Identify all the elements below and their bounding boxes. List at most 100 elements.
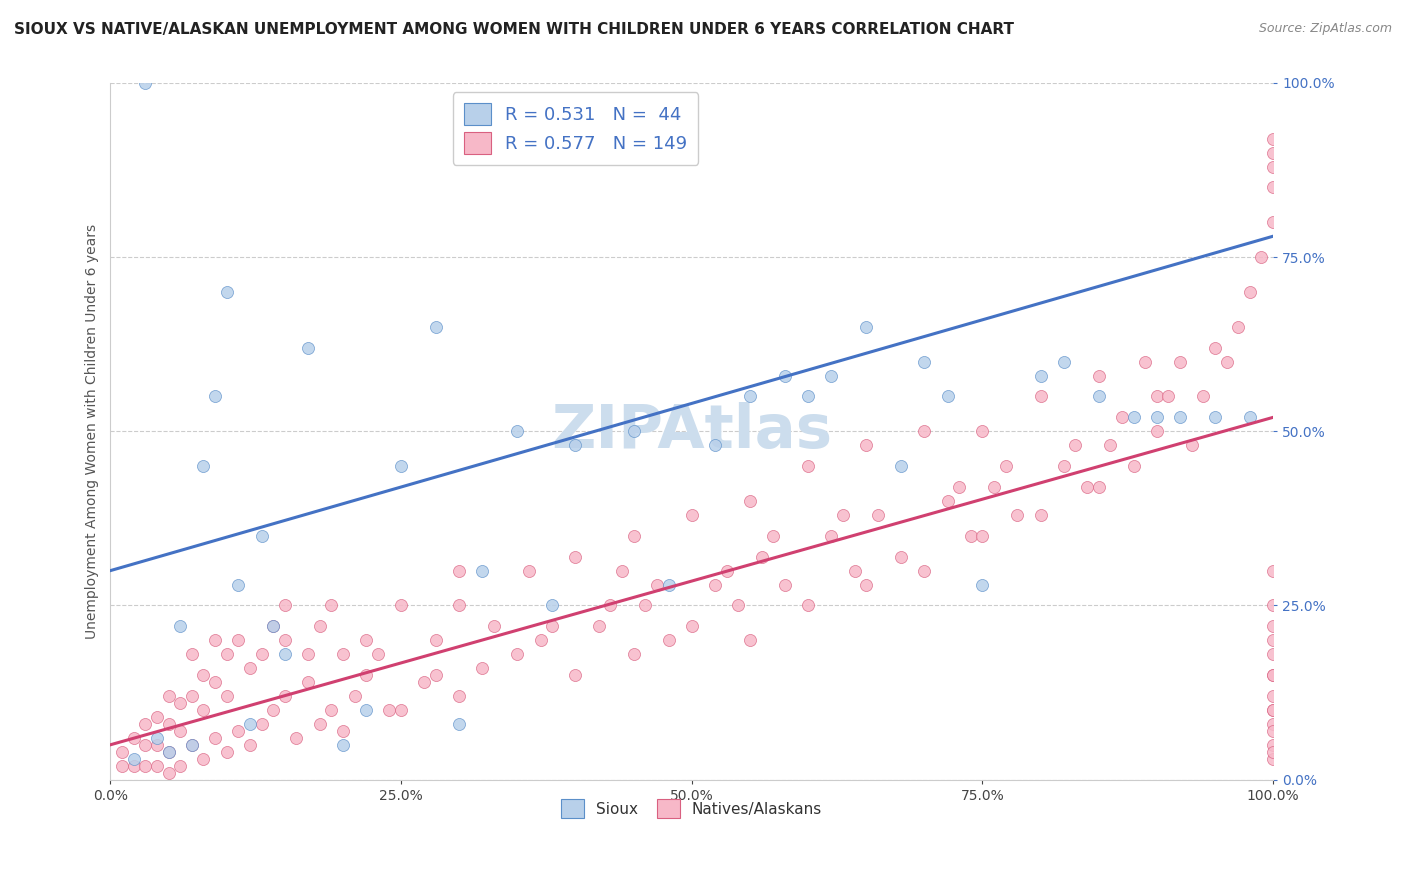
Point — [134, 738, 156, 752]
Point — [308, 619, 330, 633]
Point — [354, 703, 377, 717]
Point — [226, 723, 249, 738]
Point — [645, 577, 668, 591]
Point — [890, 549, 912, 564]
Point — [413, 675, 436, 690]
Point — [1261, 180, 1284, 194]
Point — [890, 459, 912, 474]
Point — [1157, 389, 1180, 403]
Point — [564, 668, 586, 682]
Point — [274, 633, 297, 648]
Point — [912, 354, 935, 368]
Point — [738, 389, 761, 403]
Text: SIOUX VS NATIVE/ALASKAN UNEMPLOYMENT AMONG WOMEN WITH CHILDREN UNDER 6 YEARS COR: SIOUX VS NATIVE/ALASKAN UNEMPLOYMENT AMO… — [14, 22, 1014, 37]
Point — [657, 633, 679, 648]
Point — [1192, 389, 1215, 403]
Point — [530, 633, 553, 648]
Point — [959, 529, 981, 543]
Point — [610, 564, 633, 578]
Point — [389, 703, 412, 717]
Point — [738, 494, 761, 508]
Point — [449, 717, 471, 731]
Point — [1261, 145, 1284, 160]
Point — [297, 647, 319, 661]
Point — [936, 494, 959, 508]
Point — [134, 76, 156, 90]
Point — [332, 647, 354, 661]
Point — [1087, 368, 1109, 383]
Point — [681, 619, 703, 633]
Point — [1111, 410, 1133, 425]
Point — [797, 389, 820, 403]
Point — [1029, 368, 1052, 383]
Point — [111, 745, 134, 759]
Point — [541, 599, 564, 613]
Point — [204, 731, 226, 745]
Point — [367, 647, 389, 661]
Point — [1076, 480, 1098, 494]
Point — [855, 577, 877, 591]
Point — [1146, 389, 1168, 403]
Point — [1053, 459, 1076, 474]
Point — [1007, 508, 1029, 522]
Point — [122, 752, 145, 766]
Point — [1204, 341, 1226, 355]
Point — [332, 723, 354, 738]
Point — [797, 459, 820, 474]
Point — [169, 696, 191, 710]
Point — [820, 529, 842, 543]
Point — [1215, 354, 1237, 368]
Point — [262, 619, 284, 633]
Point — [517, 564, 540, 578]
Point — [972, 529, 994, 543]
Point — [1064, 438, 1087, 452]
Point — [1261, 689, 1284, 703]
Point — [354, 633, 377, 648]
Point — [832, 508, 855, 522]
Point — [239, 717, 262, 731]
Point — [262, 619, 284, 633]
Point — [134, 758, 156, 772]
Point — [425, 319, 447, 334]
Point — [634, 599, 657, 613]
Point — [541, 619, 564, 633]
Point — [321, 599, 343, 613]
Point — [797, 599, 820, 613]
Point — [855, 319, 877, 334]
Point — [1261, 723, 1284, 738]
Point — [1261, 668, 1284, 682]
Point — [588, 619, 610, 633]
Point — [297, 341, 319, 355]
Point — [169, 723, 191, 738]
Point — [623, 647, 645, 661]
Point — [204, 633, 226, 648]
Point — [274, 689, 297, 703]
Point — [146, 731, 169, 745]
Point — [146, 738, 169, 752]
Point — [1029, 508, 1052, 522]
Point — [1261, 668, 1284, 682]
Point — [1168, 354, 1191, 368]
Point — [704, 577, 727, 591]
Point — [1261, 717, 1284, 731]
Point — [1204, 410, 1226, 425]
Point — [169, 758, 191, 772]
Point — [1146, 424, 1168, 438]
Point — [1261, 703, 1284, 717]
Point — [994, 459, 1017, 474]
Point — [738, 633, 761, 648]
Point — [297, 675, 319, 690]
Point — [226, 633, 249, 648]
Point — [751, 549, 773, 564]
Point — [215, 285, 238, 299]
Point — [180, 689, 202, 703]
Point — [193, 459, 215, 474]
Point — [215, 689, 238, 703]
Point — [308, 717, 330, 731]
Point — [169, 619, 191, 633]
Text: ZIPAtlas: ZIPAtlas — [551, 401, 832, 461]
Point — [855, 438, 877, 452]
Point — [471, 661, 494, 675]
Point — [274, 647, 297, 661]
Point — [564, 438, 586, 452]
